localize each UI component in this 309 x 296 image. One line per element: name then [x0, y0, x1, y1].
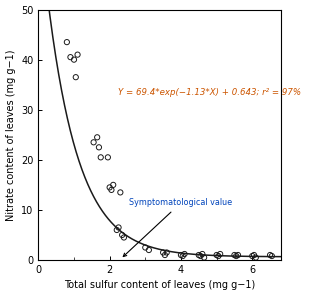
X-axis label: Total sulfur content of leaves (mg g−1): Total sulfur content of leaves (mg g−1) [64, 280, 255, 290]
Point [268, 253, 273, 258]
Point [95, 135, 99, 140]
Point [269, 254, 274, 258]
Point [250, 254, 255, 258]
Point [121, 235, 126, 240]
Point [71, 57, 76, 62]
Point [109, 188, 114, 192]
Point [64, 40, 69, 44]
Point [180, 254, 185, 258]
Point [182, 252, 187, 256]
Point [218, 252, 223, 256]
Point [105, 155, 110, 160]
Text: Symptomatological value: Symptomatological value [123, 198, 232, 257]
Point [234, 254, 239, 258]
Y-axis label: Nitrate content of leaves (mg g−1): Nitrate content of leaves (mg g−1) [6, 49, 15, 221]
Point [161, 250, 166, 255]
Point [214, 253, 219, 258]
Point [120, 233, 125, 237]
Point [198, 254, 203, 258]
Point [146, 248, 151, 252]
Point [96, 145, 101, 150]
Point [118, 190, 123, 195]
Point [196, 253, 201, 258]
Point [107, 185, 112, 190]
Point [98, 155, 103, 160]
Point [216, 254, 221, 258]
Point [202, 255, 207, 260]
Point [143, 245, 148, 250]
Point [75, 52, 80, 57]
Point [235, 253, 240, 258]
Point [179, 253, 184, 258]
Point [73, 75, 78, 80]
Point [68, 55, 73, 59]
Point [200, 252, 205, 256]
Point [252, 253, 256, 258]
Point [116, 225, 121, 230]
Point [232, 253, 237, 258]
Point [163, 253, 167, 258]
Point [91, 140, 96, 145]
Point [253, 255, 258, 260]
Text: Y = 69.4*exp(−1.13*X) + 0.643; r² = 97%: Y = 69.4*exp(−1.13*X) + 0.643; r² = 97% [118, 88, 302, 97]
Point [164, 250, 169, 255]
Point [111, 183, 116, 187]
Point [114, 228, 119, 232]
